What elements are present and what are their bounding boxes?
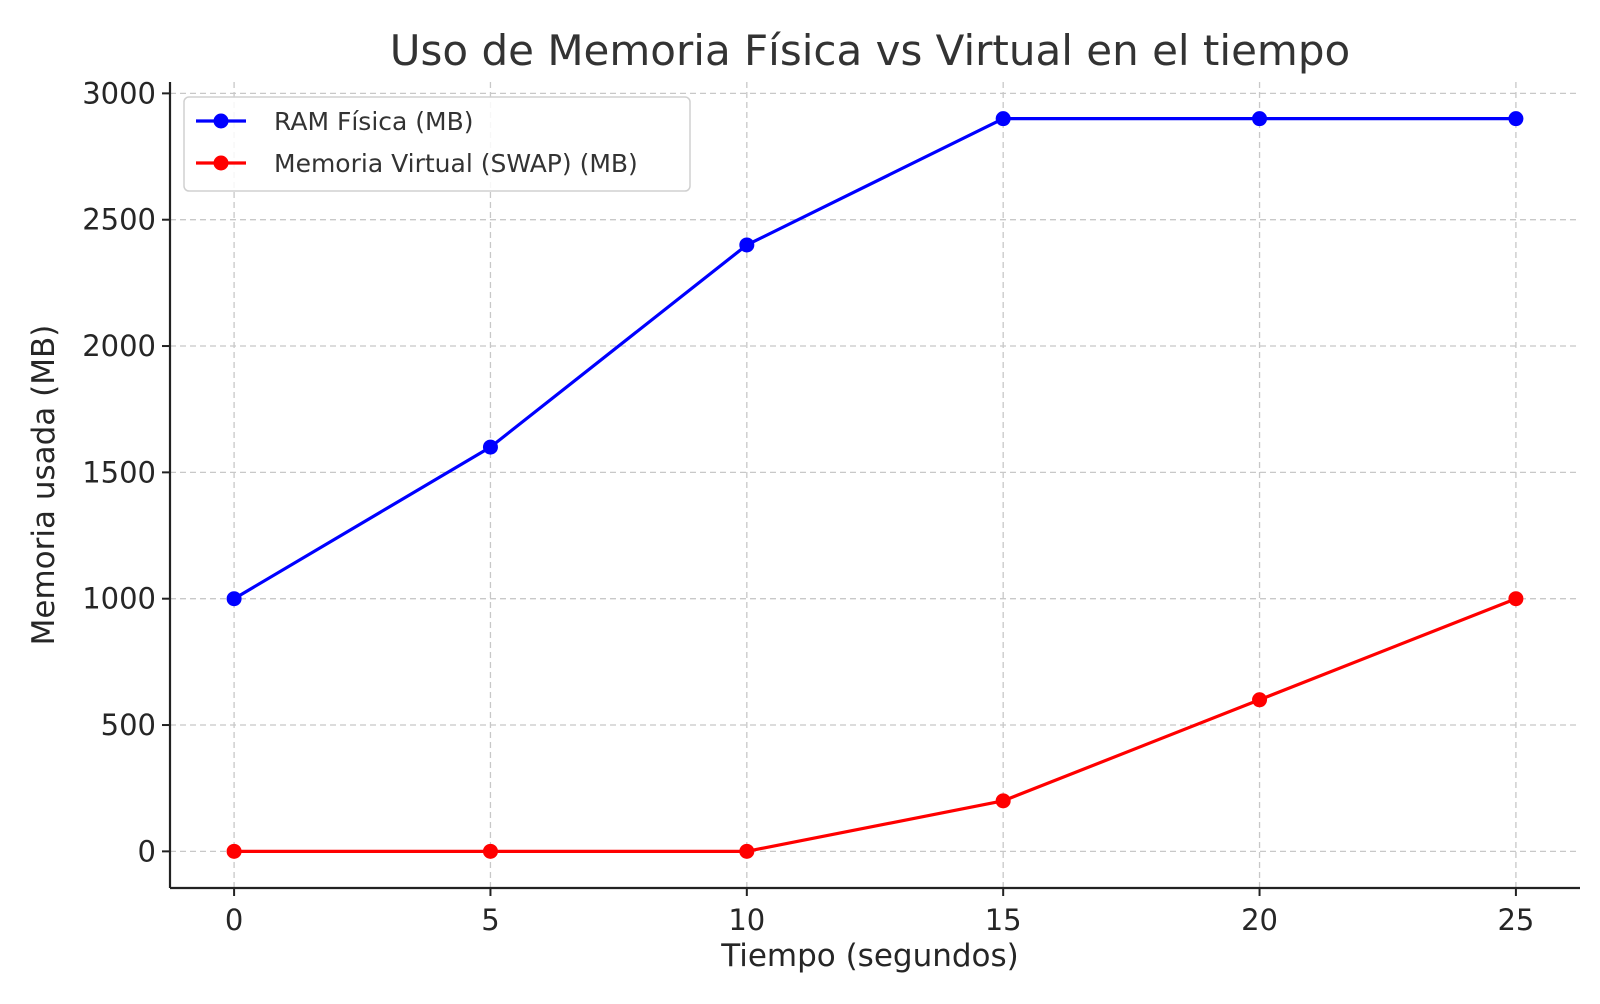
data-point (739, 843, 755, 859)
y-tick-label: 2500 (82, 203, 156, 237)
data-point (226, 843, 242, 859)
series-line (234, 597, 1517, 853)
x-tick-label: 10 (728, 903, 765, 937)
legend-box (183, 96, 691, 192)
data-point (226, 591, 242, 607)
data-point (995, 793, 1011, 809)
data-point (482, 439, 498, 455)
data-point (1252, 692, 1268, 708)
y-tick-label: 1500 (82, 455, 156, 489)
chart-title: Uso de Memoria Física vs Virtual en el t… (390, 26, 1350, 75)
data-point (739, 237, 755, 253)
series-line (233, 117, 1516, 601)
y-tick-label: 1000 (82, 582, 156, 616)
data-point (1508, 111, 1524, 127)
x-tick-label: 15 (985, 903, 1022, 937)
y-tick-label: 2000 (82, 329, 156, 363)
data-point (1508, 591, 1524, 607)
y-axis-label: Memoria usada (MB) (26, 325, 62, 646)
y-tick-label: 3000 (82, 76, 156, 110)
x-axis-label: Tiempo (segundos) (720, 938, 1019, 974)
legend-label: Memoria Virtual (SWAP) (MB) (274, 149, 638, 178)
data-point (1252, 111, 1268, 127)
x-tick-label: 5 (481, 903, 499, 937)
y-tick-label: 0 (138, 834, 156, 868)
data-point (995, 111, 1011, 127)
x-tick-label: 20 (1241, 903, 1278, 937)
x-tick-label: 25 (1497, 903, 1534, 937)
axes: 0 5 10 15 20 25 0 500 1000 1500 2000 2500 3000 (82, 76, 1580, 937)
legend: RAM Física (MB) Memoria Virtual (SWAP) (M… (183, 96, 691, 192)
x-tick-label: 0 (225, 903, 243, 937)
legend-label: RAM Física (MB) (274, 107, 474, 136)
legend-marker (213, 155, 229, 171)
data-point (482, 843, 498, 859)
series (226, 111, 1524, 859)
y-tick-label: 500 (101, 708, 156, 742)
legend-marker (213, 113, 229, 129)
grid (170, 82, 1580, 888)
